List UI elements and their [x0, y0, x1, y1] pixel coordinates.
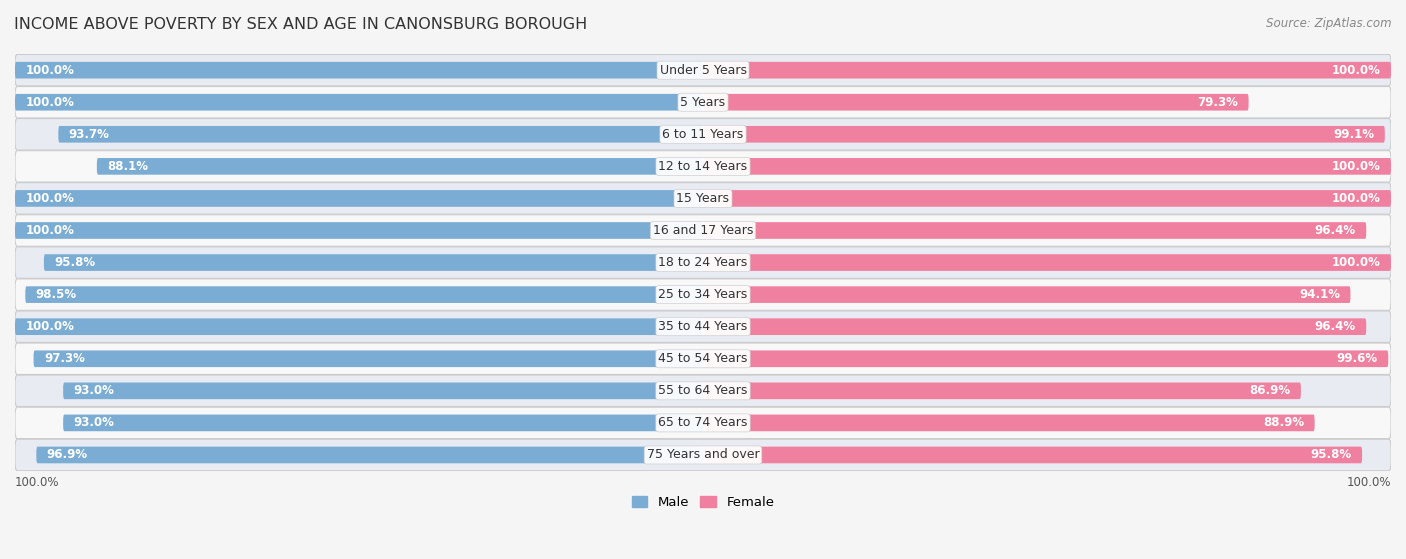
Text: 100.0%: 100.0% — [1331, 256, 1381, 269]
Text: 79.3%: 79.3% — [1198, 96, 1239, 109]
FancyBboxPatch shape — [703, 415, 1315, 431]
FancyBboxPatch shape — [703, 190, 1391, 207]
Text: 55 to 64 Years: 55 to 64 Years — [658, 385, 748, 397]
FancyBboxPatch shape — [703, 158, 1391, 175]
FancyBboxPatch shape — [703, 350, 1388, 367]
Text: 100.0%: 100.0% — [25, 96, 75, 109]
Text: INCOME ABOVE POVERTY BY SEX AND AGE IN CANONSBURG BOROUGH: INCOME ABOVE POVERTY BY SEX AND AGE IN C… — [14, 17, 588, 32]
Text: 100.0%: 100.0% — [1331, 64, 1381, 77]
FancyBboxPatch shape — [703, 62, 1391, 78]
FancyBboxPatch shape — [15, 407, 1391, 439]
FancyBboxPatch shape — [15, 150, 1391, 182]
Text: 88.9%: 88.9% — [1263, 416, 1305, 429]
FancyBboxPatch shape — [63, 382, 703, 399]
Text: Source: ZipAtlas.com: Source: ZipAtlas.com — [1267, 17, 1392, 30]
Text: 5 Years: 5 Years — [681, 96, 725, 109]
FancyBboxPatch shape — [25, 286, 703, 303]
Text: 95.8%: 95.8% — [1310, 448, 1351, 462]
FancyBboxPatch shape — [15, 439, 1391, 471]
FancyBboxPatch shape — [703, 382, 1301, 399]
Text: 86.9%: 86.9% — [1250, 385, 1291, 397]
FancyBboxPatch shape — [703, 254, 1391, 271]
Text: 100.0%: 100.0% — [15, 476, 59, 489]
FancyBboxPatch shape — [703, 222, 1367, 239]
Legend: Male, Female: Male, Female — [626, 491, 780, 514]
FancyBboxPatch shape — [15, 62, 703, 78]
FancyBboxPatch shape — [37, 447, 703, 463]
Text: 96.4%: 96.4% — [1315, 320, 1355, 333]
Text: 12 to 14 Years: 12 to 14 Years — [658, 160, 748, 173]
Text: 88.1%: 88.1% — [107, 160, 148, 173]
FancyBboxPatch shape — [15, 54, 1391, 86]
FancyBboxPatch shape — [703, 126, 1385, 143]
FancyBboxPatch shape — [15, 94, 703, 111]
Text: 100.0%: 100.0% — [1331, 160, 1381, 173]
Text: 95.8%: 95.8% — [55, 256, 96, 269]
Text: Under 5 Years: Under 5 Years — [659, 64, 747, 77]
FancyBboxPatch shape — [703, 94, 1249, 111]
FancyBboxPatch shape — [15, 319, 703, 335]
Text: 97.3%: 97.3% — [44, 352, 84, 365]
FancyBboxPatch shape — [15, 190, 703, 207]
Text: 93.0%: 93.0% — [73, 416, 114, 429]
Text: 100.0%: 100.0% — [25, 64, 75, 77]
Text: 100.0%: 100.0% — [1331, 192, 1381, 205]
Text: 65 to 74 Years: 65 to 74 Years — [658, 416, 748, 429]
Text: 99.1%: 99.1% — [1333, 128, 1375, 141]
FancyBboxPatch shape — [15, 183, 1391, 214]
Text: 15 Years: 15 Years — [676, 192, 730, 205]
FancyBboxPatch shape — [44, 254, 703, 271]
FancyBboxPatch shape — [15, 375, 1391, 406]
Text: 100.0%: 100.0% — [25, 224, 75, 237]
Text: 93.0%: 93.0% — [73, 385, 114, 397]
FancyBboxPatch shape — [703, 286, 1350, 303]
FancyBboxPatch shape — [703, 319, 1367, 335]
FancyBboxPatch shape — [97, 158, 703, 175]
Text: 45 to 54 Years: 45 to 54 Years — [658, 352, 748, 365]
FancyBboxPatch shape — [15, 247, 1391, 278]
FancyBboxPatch shape — [15, 311, 1391, 343]
Text: 98.5%: 98.5% — [35, 288, 77, 301]
FancyBboxPatch shape — [63, 415, 703, 431]
Text: 16 and 17 Years: 16 and 17 Years — [652, 224, 754, 237]
Text: 35 to 44 Years: 35 to 44 Years — [658, 320, 748, 333]
FancyBboxPatch shape — [15, 279, 1391, 310]
Text: 96.4%: 96.4% — [1315, 224, 1355, 237]
FancyBboxPatch shape — [15, 343, 1391, 375]
FancyBboxPatch shape — [34, 350, 703, 367]
FancyBboxPatch shape — [703, 447, 1362, 463]
FancyBboxPatch shape — [15, 87, 1391, 118]
Text: 93.7%: 93.7% — [69, 128, 110, 141]
Text: 94.1%: 94.1% — [1299, 288, 1340, 301]
FancyBboxPatch shape — [58, 126, 703, 143]
Text: 99.6%: 99.6% — [1337, 352, 1378, 365]
Text: 75 Years and over: 75 Years and over — [647, 448, 759, 462]
FancyBboxPatch shape — [15, 119, 1391, 150]
Text: 100.0%: 100.0% — [25, 192, 75, 205]
Text: 100.0%: 100.0% — [1347, 476, 1391, 489]
Text: 6 to 11 Years: 6 to 11 Years — [662, 128, 744, 141]
Text: 100.0%: 100.0% — [25, 320, 75, 333]
FancyBboxPatch shape — [15, 215, 1391, 246]
Text: 25 to 34 Years: 25 to 34 Years — [658, 288, 748, 301]
FancyBboxPatch shape — [15, 222, 703, 239]
Text: 18 to 24 Years: 18 to 24 Years — [658, 256, 748, 269]
Text: 96.9%: 96.9% — [46, 448, 87, 462]
